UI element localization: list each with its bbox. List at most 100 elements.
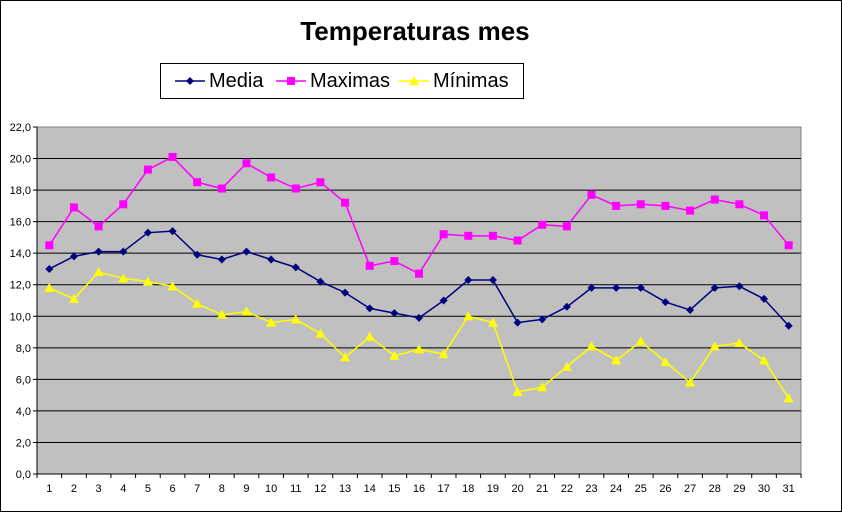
x-tick-label: 10 (265, 483, 277, 495)
point-media (193, 250, 202, 259)
x-tick-label: 23 (585, 483, 597, 495)
point-maximas (587, 190, 596, 199)
point-maximas (710, 195, 719, 204)
point-media (587, 283, 596, 292)
x-tick-label: 15 (388, 483, 400, 495)
point-maximas (143, 165, 152, 174)
legend-marker-minimas (399, 76, 429, 85)
point-media (562, 302, 571, 311)
point-maximas (94, 222, 103, 231)
x-tick-label: 13 (339, 483, 351, 495)
x-tick-label: 2 (71, 483, 77, 495)
point-minimas (586, 341, 597, 351)
x-tick-label: 6 (169, 483, 175, 495)
point-maximas (760, 211, 769, 220)
point-minimas (759, 355, 770, 365)
point-maximas (636, 200, 645, 209)
x-tick-label: 5 (145, 483, 151, 495)
x-tick-label: 25 (635, 483, 647, 495)
x-tick-label: 1 (46, 483, 52, 495)
point-media (636, 283, 645, 292)
point-media (217, 255, 226, 264)
point-media (760, 294, 769, 303)
point-maximas (341, 198, 350, 207)
point-minimas (783, 393, 794, 403)
point-maximas (415, 269, 423, 278)
x-tick-label: 22 (561, 483, 573, 495)
point-media (341, 288, 350, 297)
point-media (143, 228, 152, 237)
y-tick-label: 16,0 (10, 217, 31, 229)
x-tick-label: 17 (438, 483, 450, 495)
point-maximas (464, 231, 473, 240)
legend-label-media: Media (209, 70, 264, 92)
y-tick-label: 20,0 (10, 154, 31, 166)
point-maximas (45, 241, 54, 250)
point-minimas (68, 293, 79, 303)
x-tick-label: 30 (758, 483, 770, 495)
legend-item-media: Media (175, 64, 263, 98)
y-tick-label: 10,0 (10, 311, 31, 323)
x-tick-label: 7 (194, 483, 200, 495)
y-tick-label: 0,0 (16, 469, 31, 481)
x-tick-label: 9 (243, 483, 249, 495)
y-tick-label: 14,0 (10, 248, 31, 260)
point-media (415, 313, 423, 322)
point-minimas (315, 328, 326, 338)
point-minimas (192, 298, 203, 308)
point-media (612, 283, 621, 292)
point-minimas (561, 361, 572, 371)
x-tick-label: 12 (314, 483, 326, 495)
point-media (488, 275, 497, 284)
y-tick-label: 2,0 (16, 437, 31, 449)
point-minimas (512, 386, 523, 396)
point-media (291, 263, 300, 272)
legend-marker-media (175, 77, 205, 85)
point-media (69, 252, 78, 261)
x-tick-label: 27 (684, 483, 696, 495)
y-tick-label: 18,0 (10, 185, 31, 197)
point-minimas (463, 311, 474, 321)
point-media (538, 315, 547, 324)
y-tick-label: 8,0 (16, 343, 31, 355)
point-media (168, 227, 177, 236)
point-minimas (537, 382, 548, 392)
legend-marker-maximas (276, 77, 306, 85)
point-maximas (661, 201, 670, 210)
point-media (267, 255, 276, 264)
x-tick-label: 14 (364, 483, 376, 495)
point-media (45, 264, 54, 273)
point-minimas (364, 331, 375, 341)
x-tick-label: 26 (659, 483, 671, 495)
chart-title: Temperaturas mes (300, 16, 530, 46)
point-maximas (513, 236, 522, 245)
point-media (464, 275, 473, 284)
x-tick-label: 3 (96, 483, 102, 495)
point-minimas (438, 349, 449, 359)
x-tick-label: 19 (487, 483, 499, 495)
point-minimas (241, 306, 252, 316)
point-minimas (167, 281, 178, 291)
y-tick-label: 22,0 (10, 122, 31, 134)
point-maximas (686, 206, 695, 215)
point-maximas (168, 152, 177, 161)
point-media (365, 304, 374, 313)
point-media (661, 298, 670, 307)
x-tick-label: 11 (290, 483, 301, 495)
point-maximas (217, 184, 226, 193)
point-maximas (735, 200, 744, 209)
point-maximas (538, 220, 547, 229)
point-minimas (142, 276, 153, 286)
point-minimas (414, 344, 424, 354)
point-maximas (119, 200, 128, 209)
point-media (710, 283, 719, 292)
x-tick-label: 31 (783, 483, 795, 495)
point-media (735, 282, 744, 291)
point-maximas (439, 230, 448, 239)
point-minimas (290, 314, 301, 324)
legend-label-minimas: Mínimas (433, 70, 509, 92)
point-media (513, 318, 522, 327)
x-tick-label: 20 (511, 483, 523, 495)
point-maximas (316, 178, 325, 187)
point-maximas (365, 261, 374, 270)
